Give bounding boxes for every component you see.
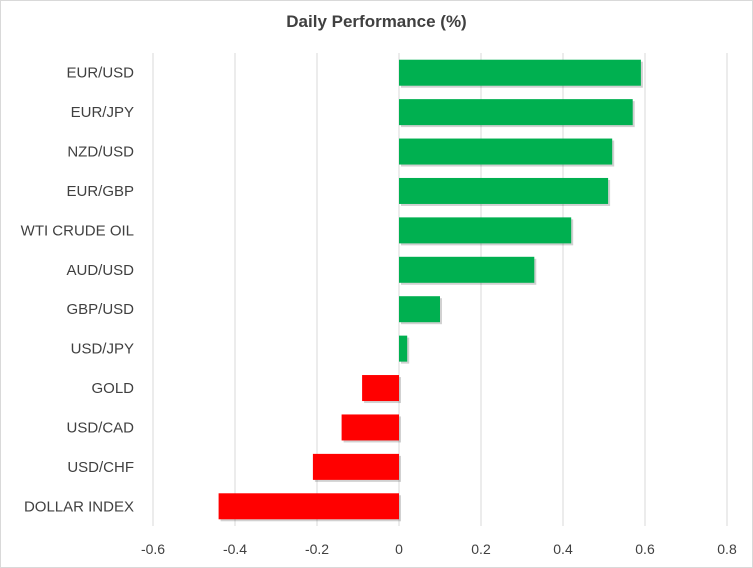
x-tick-label: 0.8 — [717, 541, 737, 557]
bar-usd-cad — [341, 414, 399, 441]
bar-eur-gbp — [399, 177, 609, 204]
bar-dollar-index — [218, 493, 399, 520]
category-label: USD/JPY — [71, 341, 134, 358]
x-tick-label: 0.2 — [471, 541, 491, 557]
category-labels: EUR/USD EUR/JPY NZD/USD EUR/GBP WTI CRUDE OI… — [21, 65, 135, 516]
bar-gbp-usd — [399, 296, 440, 323]
bar-eur-jpy — [399, 99, 633, 126]
category-label: DOLLAR INDEX — [24, 498, 134, 515]
category-label: EUR/USD — [66, 65, 134, 82]
bar-eur-usd — [399, 59, 641, 86]
x-tick-label: -0.4 — [223, 541, 247, 557]
bars — [218, 59, 643, 522]
bar-gold — [362, 375, 399, 402]
bar-usd-jpy — [399, 335, 408, 362]
category-label: NZD/USD — [67, 144, 134, 161]
category-label: WTI CRUDE OIL — [21, 222, 134, 239]
bar-aud-usd — [399, 256, 535, 283]
x-tick-label: -0.6 — [141, 541, 165, 557]
chart-title: Daily Performance (%) — [286, 12, 467, 31]
category-label: USD/CHF — [67, 459, 134, 476]
category-label: GOLD — [91, 380, 134, 397]
category-label: GBP/USD — [66, 301, 134, 318]
x-tick-label: -0.2 — [305, 541, 329, 557]
gridlines — [152, 53, 728, 526]
category-label: USD/CAD — [66, 419, 134, 436]
x-tick-label: 0.4 — [553, 541, 573, 557]
x-tick-label: 0.6 — [635, 541, 655, 557]
category-label: EUR/GBP — [66, 183, 134, 200]
category-label: AUD/USD — [66, 262, 134, 279]
bar-wti-crude-oil — [399, 217, 572, 244]
category-label: EUR/JPY — [71, 104, 134, 121]
x-tick-label: 0 — [395, 541, 403, 557]
bar-nzd-usd — [399, 138, 613, 165]
x-axis-tick-labels: -0.6 -0.4 -0.2 0 0.2 0.4 0.6 0.8 — [141, 541, 737, 557]
bar-usd-chf — [312, 453, 399, 480]
